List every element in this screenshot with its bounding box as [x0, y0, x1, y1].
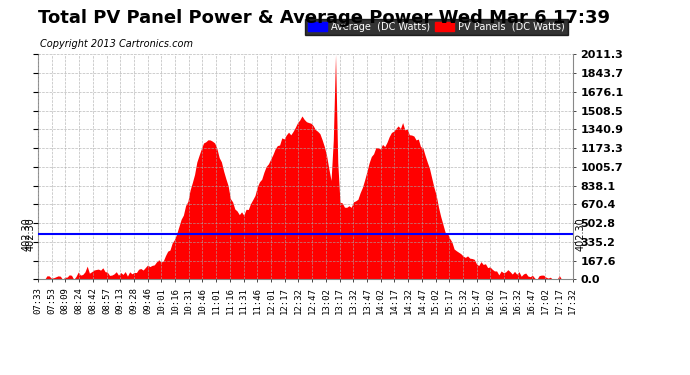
Text: Total PV Panel Power & Average Power Wed Mar 6 17:39: Total PV Panel Power & Average Power Wed… [39, 9, 610, 27]
Legend: Average  (DC Watts), PV Panels  (DC Watts): Average (DC Watts), PV Panels (DC Watts) [304, 19, 568, 34]
Text: 402.30: 402.30 [21, 217, 32, 251]
Text: 402.30: 402.30 [575, 217, 585, 251]
Text: 402.30: 402.30 [26, 217, 35, 251]
Text: Copyright 2013 Cartronics.com: Copyright 2013 Cartronics.com [40, 39, 193, 50]
